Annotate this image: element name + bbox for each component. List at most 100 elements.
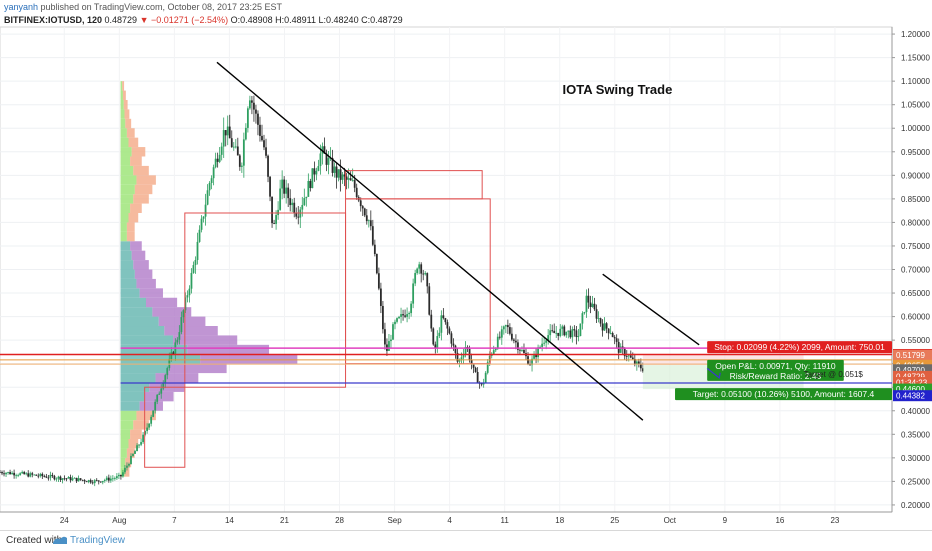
candle-body: [136, 445, 138, 452]
candle-body: [307, 180, 310, 197]
candle-body: [15, 475, 18, 477]
target-label-text: Target: 0.05100 (10.26%) 5100, Amount: 1…: [693, 389, 875, 399]
candle-body: [627, 355, 630, 357]
candle-body: [303, 198, 306, 205]
x-tick-label: 11: [501, 516, 510, 525]
candle-body: [19, 473, 22, 476]
profile-bin-down: [122, 90, 126, 100]
profile-bin-down: [126, 231, 135, 242]
target-label-bg: [675, 388, 892, 401]
candle-body: [285, 187, 288, 194]
candle-body: [103, 480, 106, 481]
candle-body: [585, 295, 588, 313]
candle-body: [597, 318, 600, 320]
candle-body: [504, 325, 507, 327]
candle-body: [118, 474, 120, 477]
candle-body: [567, 330, 570, 332]
profile-bin-up: [120, 401, 140, 411]
price-tag: [893, 383, 932, 395]
profile-bin-down: [136, 175, 156, 185]
candle-body: [408, 313, 411, 315]
candle-body: [228, 126, 231, 139]
profile-bin-down: [133, 194, 149, 204]
profile-bin-down: [125, 118, 132, 129]
candle-body: [404, 315, 406, 317]
profile-bin-down: [134, 184, 153, 195]
profile-bin-up: [120, 260, 134, 270]
x-axis: 24 Aug 7 14 21 28 Sep 4 11 18 25 Oct 9 16 23: [0, 27, 892, 525]
author-name[interactable]: yanyanh: [4, 2, 39, 12]
candle-body: [335, 166, 338, 178]
last-price: 0.48729: [104, 15, 138, 25]
candle-body: [533, 354, 535, 359]
x-tick-label: 28: [335, 516, 344, 525]
candle-body: [474, 367, 477, 372]
candle-body: [248, 100, 251, 109]
candle-body: [222, 130, 225, 147]
x-tick-label: 4: [447, 516, 452, 525]
trend-line: [602, 273, 700, 346]
profile-bin-up: [120, 241, 131, 251]
profile-bin-up: [120, 344, 188, 355]
candle-body: [454, 345, 457, 353]
candle-body: [61, 478, 64, 480]
candle-body: [186, 295, 189, 298]
candle-body: [45, 476, 48, 478]
candle-body: [43, 476, 46, 477]
candle-body: [242, 139, 245, 166]
price-tag-label: 0.51799: [896, 351, 925, 360]
target-label: Target: 0.05100 (10.26%) 5100, Amount: 1…: [675, 388, 892, 401]
candle-body: [196, 241, 199, 260]
candle-body: [232, 146, 235, 148]
candle-body: [444, 318, 447, 323]
candle-body: [464, 346, 467, 355]
x-tick-label: Aug: [112, 516, 126, 525]
candle-body: [565, 331, 568, 336]
candle-body: [394, 321, 396, 325]
profile-bin-up: [120, 382, 150, 392]
candle-body: [611, 333, 614, 338]
candle-body: [579, 323, 582, 337]
candle-body: [37, 475, 40, 477]
profile-bin-up: [120, 81, 123, 91]
tradingview-brand[interactable]: TradingView: [70, 535, 126, 546]
candle-body: [33, 474, 36, 476]
candle-body: [263, 140, 265, 148]
candle-body: [541, 343, 544, 347]
x-tick-label: 23: [830, 516, 839, 525]
candle-body: [382, 305, 384, 330]
publish-text: published on TradingView.com, October 08…: [40, 2, 283, 12]
candle-body: [535, 354, 537, 358]
price-change: ▼ −0.01271 (−2.54%): [139, 15, 229, 25]
candle-body: [587, 295, 590, 303]
candle-body: [192, 265, 195, 273]
candle-body: [238, 155, 241, 167]
price-chart[interactable]: 0.200000.250000.300000.350000.400000.450…: [0, 0, 932, 530]
candle-body: [531, 358, 533, 366]
target-note: Target @ 0.051$: [804, 370, 864, 379]
y-tick-label: 0.60000: [901, 313, 930, 322]
candle-body: [204, 204, 207, 217]
candle-body: [182, 310, 185, 318]
candle-body: [73, 477, 76, 479]
candle-body: [549, 330, 552, 336]
candle-body: [559, 328, 562, 336]
candle-body: [325, 153, 328, 165]
candle-body: [220, 146, 223, 155]
x-tick-label: Sep: [387, 516, 402, 525]
candle-body: [573, 329, 576, 331]
candle-body: [83, 480, 86, 482]
candle-body: [164, 375, 167, 384]
candle-body: [484, 372, 487, 383]
candle-body: [347, 178, 350, 180]
candle-body: [617, 341, 620, 353]
candle-body: [265, 147, 267, 156]
candle-body: [216, 158, 219, 162]
candle-body: [138, 444, 140, 446]
candle-body: [27, 473, 30, 477]
candle-body: [255, 109, 257, 114]
profile-bin-down: [133, 165, 149, 176]
candle-body: [440, 315, 443, 333]
candle-body: [412, 283, 415, 304]
profile-bin-down: [124, 109, 130, 119]
